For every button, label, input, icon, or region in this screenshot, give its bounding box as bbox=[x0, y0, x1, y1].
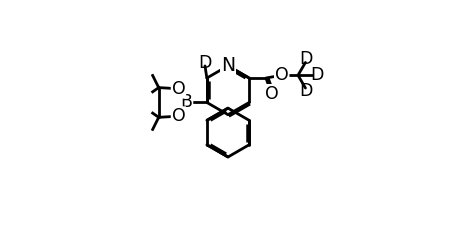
Text: O: O bbox=[275, 66, 288, 84]
Text: N: N bbox=[221, 56, 235, 75]
Text: O: O bbox=[265, 85, 279, 103]
Text: D: D bbox=[310, 66, 324, 84]
Text: D: D bbox=[198, 54, 212, 72]
Text: D: D bbox=[299, 50, 312, 68]
Text: O: O bbox=[172, 80, 185, 98]
Text: D: D bbox=[299, 82, 312, 100]
Text: O: O bbox=[172, 107, 185, 125]
Text: B: B bbox=[181, 93, 193, 111]
